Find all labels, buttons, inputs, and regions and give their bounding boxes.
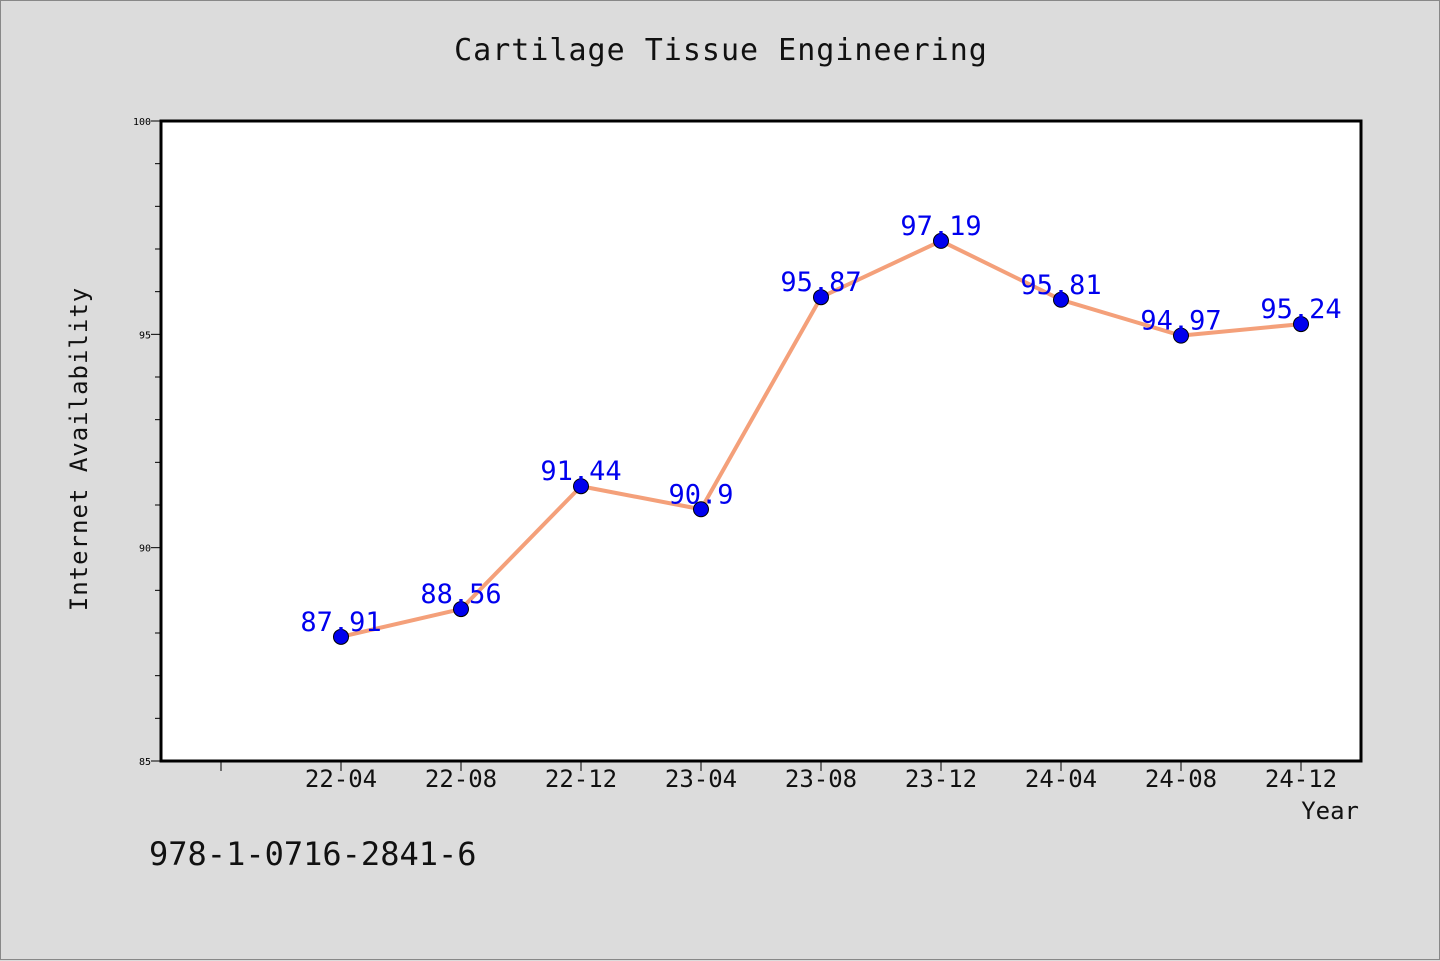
- x-tick-label: 24-12: [1265, 765, 1337, 793]
- x-tick-label: 22-08: [425, 765, 497, 793]
- data-label: 95.87: [780, 267, 861, 298]
- x-tick-label: 23-04: [665, 765, 737, 793]
- x-tick-label: 24-08: [1145, 765, 1217, 793]
- data-label: 94.97: [1140, 306, 1221, 337]
- data-point: [1053, 291, 1069, 308]
- data-label: 91.44: [540, 456, 621, 487]
- x-tick-label: 23-08: [785, 765, 857, 793]
- x-tick-label: 22-12: [545, 765, 617, 793]
- x-tick-label: 24-04: [1025, 765, 1097, 793]
- y-axis-label: Internet Availability: [65, 286, 93, 612]
- data-point: [933, 232, 949, 249]
- isbn-annotation: 978-1-0716-2841-6: [149, 835, 477, 873]
- data-label: 95.24: [1260, 294, 1341, 325]
- plot-area: [159, 119, 1363, 763]
- data-label: 90.9: [668, 479, 733, 510]
- chart-title: Cartilage Tissue Engineering: [454, 33, 988, 68]
- y-tick-label: 95: [139, 330, 151, 341]
- data-point: [453, 601, 469, 618]
- x-tick-label: 23-12: [905, 765, 977, 793]
- y-tick-label: 85: [139, 757, 151, 768]
- data-point: [1173, 327, 1189, 344]
- y-tick-label: 90: [139, 544, 151, 555]
- data-point: [333, 628, 349, 645]
- x-axis-label: Year: [1301, 797, 1359, 825]
- data-point: [573, 478, 589, 495]
- data-label: 95.81: [1020, 270, 1101, 301]
- data-point: [693, 501, 709, 518]
- data-label: 87.91: [300, 607, 381, 638]
- y-tick-label: 100: [133, 117, 151, 128]
- data-point: [1293, 316, 1309, 333]
- data-label: 97.19: [900, 211, 981, 242]
- data-label: 88.56: [420, 579, 501, 610]
- x-tick-label: 22-04: [305, 765, 377, 793]
- data-point: [813, 289, 829, 306]
